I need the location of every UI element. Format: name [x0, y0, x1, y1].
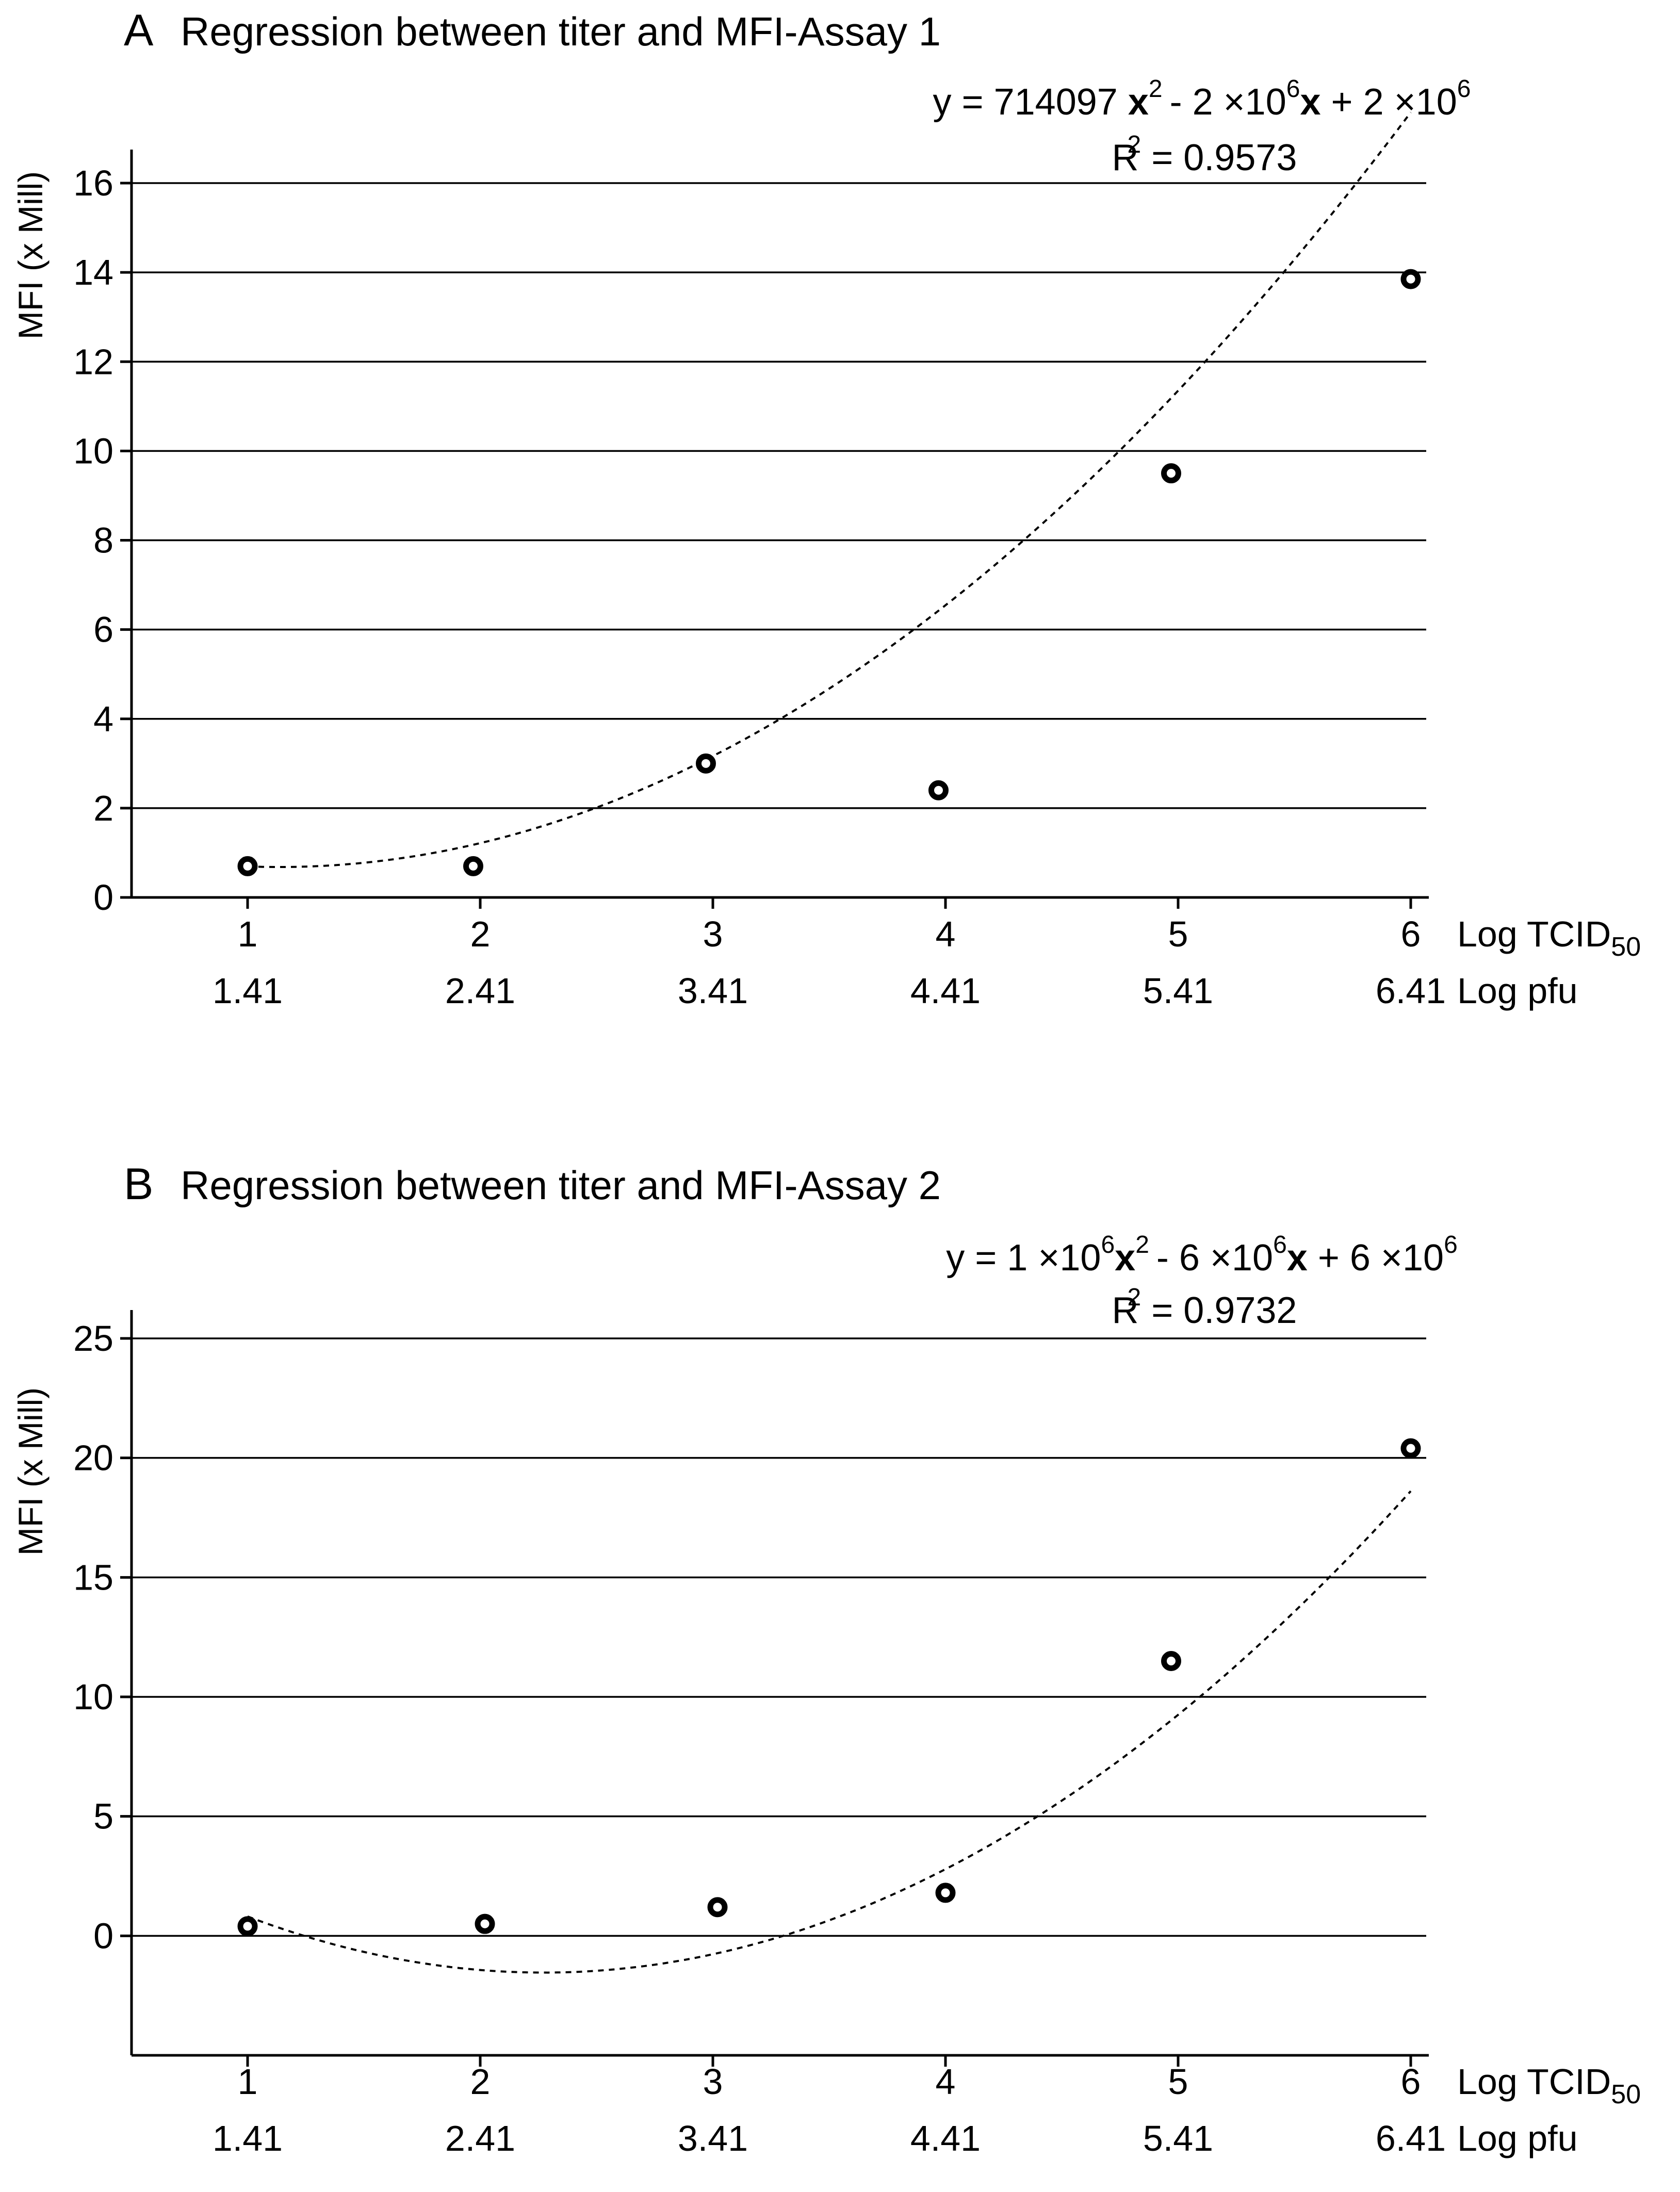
chart-title: Regression between titer and MFI-Assay 2 — [181, 1163, 941, 1208]
x-ticks: 1 1.41 2 2.41 3 3.41 4 4.41 5 5.41 6 6.41 — [213, 897, 1446, 1011]
panel-letter: B — [124, 1159, 153, 1209]
y-tick-label: 10 — [73, 431, 113, 471]
x-tick-label: 4 — [936, 914, 956, 954]
y-axis-label: MFI (x Mill) — [11, 171, 50, 339]
x-tick-label: 1 — [238, 2062, 258, 2102]
data-point — [935, 1883, 956, 1903]
x-tick-label-pfu: 5.41 — [1143, 2118, 1213, 2158]
x-tick-label-pfu: 6.41 — [1376, 2118, 1446, 2158]
data-point — [695, 753, 716, 774]
y-tick-label: 16 — [73, 163, 113, 203]
data-point — [1161, 463, 1181, 484]
x-tick-label: 6 — [1401, 914, 1421, 954]
data-point — [463, 856, 483, 876]
panel-letter: A — [124, 6, 154, 55]
x-tick-label: 6 — [1401, 2062, 1421, 2102]
data-point — [475, 1913, 495, 1934]
trendline — [247, 111, 1412, 868]
regression-equation: y = 714097 x2- 2 ×106x + 2 ×106 — [933, 75, 1471, 123]
x-ticks: 1 1.41 2 2.41 3 3.41 4 4.41 5 5.41 6 6.41 — [213, 2055, 1446, 2158]
data-point — [1161, 1651, 1181, 1671]
x-tick-label-pfu: 3.41 — [678, 971, 748, 1011]
data-point — [928, 780, 949, 800]
y-tick-label: 14 — [73, 252, 113, 292]
y-tick-label: 12 — [73, 341, 113, 382]
y-tick-label: 4 — [93, 699, 113, 739]
x-axis-label-pfu: Log pfu — [1457, 2118, 1578, 2158]
y-tick-label: 5 — [93, 1796, 113, 1837]
data-point — [1400, 1438, 1421, 1459]
x-axis-label-pfu: Log pfu — [1457, 971, 1578, 1011]
x-tick-label: 4 — [936, 2062, 956, 2102]
x-axis-label-tcid: Log TCID50 — [1457, 914, 1641, 962]
y-tick-label: 15 — [73, 1557, 113, 1597]
x-tick-label: 2 — [470, 2062, 491, 2102]
chart-panel-b: B Regression between titer and MFI-Assay… — [11, 1159, 1641, 2158]
chart-panel-a: A Regression between titer and MFI-Assay… — [11, 6, 1641, 1011]
r-squared-label: R2 = 0.9732 — [1112, 1284, 1297, 1331]
x-tick-label: 1 — [238, 914, 258, 954]
trendline — [247, 1490, 1412, 1974]
r-squared-label: R2 = 0.9573 — [1112, 131, 1297, 178]
data-point — [237, 1916, 258, 1937]
x-tick-label: 3 — [703, 914, 723, 954]
data-point — [1400, 269, 1421, 289]
x-tick-label-pfu: 3.41 — [678, 2118, 748, 2158]
y-tick-label: 25 — [73, 1318, 113, 1359]
regression-equation: y = 1 ×106x2- 6 ×106x + 6 ×106 — [946, 1231, 1458, 1279]
y-ticks: 0 5 10 15 20 25 — [73, 1318, 132, 1956]
y-tick-label: 0 — [93, 877, 113, 918]
data-point — [707, 1897, 728, 1918]
data-points — [237, 269, 1421, 876]
y-tick-label: 8 — [93, 520, 113, 561]
x-tick-label-pfu: 5.41 — [1143, 971, 1213, 1011]
gridlines — [129, 1337, 1426, 1937]
x-tick-label: 2 — [470, 914, 491, 954]
y-tick-label: 0 — [93, 1916, 113, 1956]
x-tick-label-pfu: 1.41 — [213, 2118, 283, 2158]
x-tick-label-pfu: 4.41 — [910, 2118, 981, 2158]
y-tick-label: 6 — [93, 610, 113, 650]
x-tick-label: 3 — [703, 2062, 723, 2102]
gridlines — [129, 182, 1426, 898]
x-tick-label-pfu: 1.41 — [213, 971, 283, 1011]
y-tick-label: 2 — [93, 788, 113, 828]
x-tick-label-pfu: 6.41 — [1376, 971, 1446, 1011]
x-tick-label: 5 — [1168, 914, 1188, 954]
x-tick-label-pfu: 4.41 — [910, 971, 981, 1011]
chart-title: Regression between titer and MFI-Assay 1 — [181, 9, 941, 54]
data-points — [237, 1438, 1421, 1937]
y-tick-label: 10 — [73, 1677, 113, 1717]
y-ticks: 0 2 4 6 8 10 12 14 16 — [73, 163, 132, 918]
y-tick-label: 20 — [73, 1438, 113, 1478]
x-axis-label-tcid: Log TCID50 — [1457, 2062, 1641, 2109]
x-tick-label-pfu: 2.41 — [445, 2118, 515, 2158]
x-tick-label: 5 — [1168, 2062, 1188, 2102]
data-point — [237, 856, 258, 876]
x-tick-label-pfu: 2.41 — [445, 971, 515, 1011]
y-axis-label: MFI (x Mill) — [11, 1387, 50, 1556]
